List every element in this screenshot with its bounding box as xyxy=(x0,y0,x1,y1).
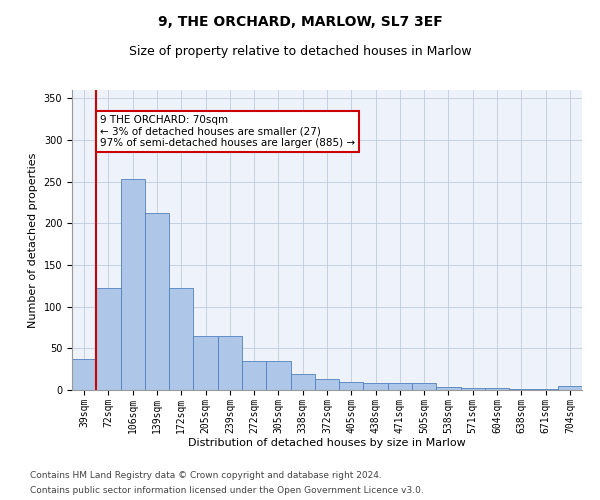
Text: Contains public sector information licensed under the Open Government Licence v3: Contains public sector information licen… xyxy=(30,486,424,495)
Text: Size of property relative to detached houses in Marlow: Size of property relative to detached ho… xyxy=(128,45,472,58)
Bar xyxy=(485,388,509,390)
Bar xyxy=(193,336,218,390)
Bar xyxy=(121,179,145,390)
Bar xyxy=(266,361,290,390)
Bar xyxy=(145,214,169,390)
Bar xyxy=(461,388,485,390)
Bar xyxy=(436,386,461,390)
Bar xyxy=(218,336,242,390)
Bar xyxy=(364,382,388,390)
Bar xyxy=(290,374,315,390)
Bar xyxy=(339,382,364,390)
Text: 9 THE ORCHARD: 70sqm
← 3% of detached houses are smaller (27)
97% of semi-detach: 9 THE ORCHARD: 70sqm ← 3% of detached ho… xyxy=(100,115,355,148)
X-axis label: Distribution of detached houses by size in Marlow: Distribution of detached houses by size … xyxy=(188,438,466,448)
Bar xyxy=(509,389,533,390)
Bar xyxy=(412,384,436,390)
Y-axis label: Number of detached properties: Number of detached properties xyxy=(28,152,38,328)
Bar xyxy=(72,359,96,390)
Bar xyxy=(315,379,339,390)
Bar xyxy=(533,389,558,390)
Bar xyxy=(169,288,193,390)
Bar xyxy=(558,386,582,390)
Bar xyxy=(242,361,266,390)
Bar xyxy=(96,288,121,390)
Text: 9, THE ORCHARD, MARLOW, SL7 3EF: 9, THE ORCHARD, MARLOW, SL7 3EF xyxy=(158,15,442,29)
Text: Contains HM Land Registry data © Crown copyright and database right 2024.: Contains HM Land Registry data © Crown c… xyxy=(30,471,382,480)
Bar xyxy=(388,382,412,390)
